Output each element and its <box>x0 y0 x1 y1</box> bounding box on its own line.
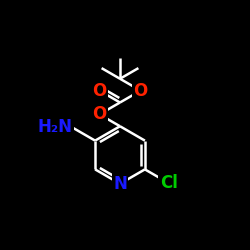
Text: H₂N: H₂N <box>37 118 72 136</box>
Text: Cl: Cl <box>160 174 178 192</box>
Text: O: O <box>134 82 148 100</box>
Text: O: O <box>92 82 106 100</box>
Text: O: O <box>92 106 106 124</box>
Text: N: N <box>113 175 127 193</box>
